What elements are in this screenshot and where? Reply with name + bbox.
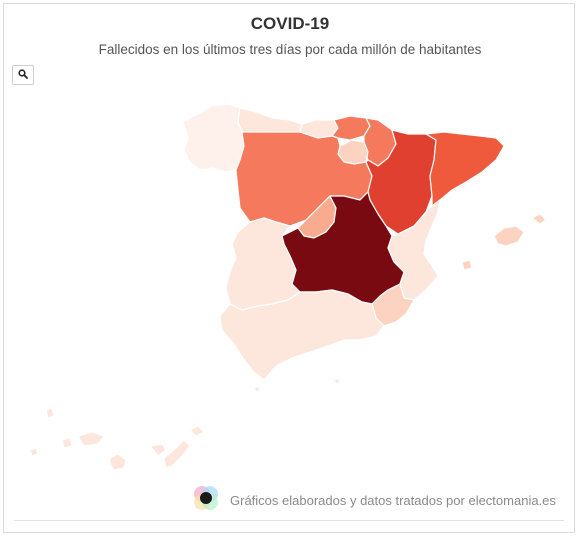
chart-subtitle: Fallecidos en los últimos tres días por …	[98, 42, 482, 57]
electomania-logo-icon	[190, 482, 222, 519]
region-galicia[interactable]	[182, 103, 245, 173]
region-extremadura[interactable]	[225, 217, 301, 311]
footer-divider	[14, 520, 564, 521]
region-pais-vasco[interactable]	[331, 115, 371, 141]
region-canarias[interactable]	[29, 407, 205, 471]
footer-credit: Gráficos elaborados y datos tratados por…	[190, 484, 570, 516]
region-cataluna[interactable]	[425, 131, 505, 207]
region-ceuta-melilla[interactable]	[253, 377, 341, 393]
zoom-button[interactable]	[12, 65, 34, 85]
footer-credit-text: Gráficos elaborados y datos tratados por…	[230, 492, 556, 508]
chart-title: COVID-19	[250, 14, 330, 33]
region-islas-baleares[interactable]	[461, 213, 547, 271]
search-icon	[18, 66, 28, 84]
region-asturias[interactable]	[237, 107, 303, 135]
region-andalucia[interactable]	[219, 289, 385, 381]
